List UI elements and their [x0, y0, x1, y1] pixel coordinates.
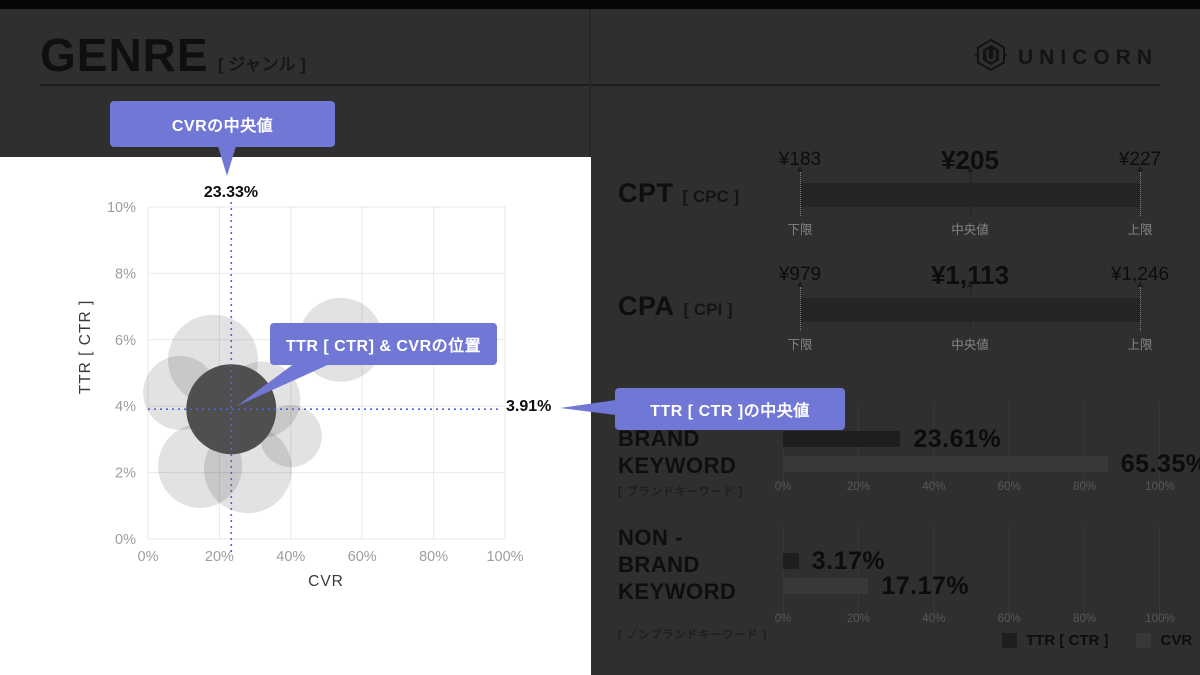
brand-name: UNICORN	[1018, 45, 1158, 69]
cpa-upper-value: ¥1,246	[1110, 264, 1170, 285]
cpa-range-chart: ¥979 ¥1,113 ¥1,246 下限 中央値 上限	[778, 260, 1169, 352]
brand-axis-ticks: 0% 20% 40% 60% 80% 100%	[774, 481, 1175, 493]
cpa-upper-label: 上限	[1127, 338, 1153, 352]
nonbrand-keyword-title-line1: NON -	[618, 525, 683, 550]
svg-text:8%: 8%	[115, 266, 136, 282]
unicorn-hexagon-icon	[975, 38, 1007, 77]
nonbrand-cvr-row: 17.17%	[783, 572, 1200, 600]
legend-item-cvr: CVR	[1136, 632, 1192, 649]
svg-text:100%: 100%	[486, 549, 523, 565]
nonbrand-ttr-value: 3.17%	[811, 546, 886, 575]
cpt-median-marker	[967, 166, 973, 216]
brand-cvr-bar	[783, 456, 1108, 472]
brand-ttr-row: 23.61%	[783, 425, 1200, 453]
svg-text:80%: 80%	[419, 549, 448, 565]
panel-divider-line	[589, 9, 591, 157]
brand-keyword-title-line1: BRAND	[618, 426, 700, 451]
brand-cvr-row: 65.35%	[783, 450, 1200, 478]
legend-ttr-label: TTR [ CTR ]	[1026, 632, 1109, 649]
cpa-subname: [ CPI ]	[683, 300, 733, 319]
nonbrand-keyword-title-line3: KEYWORD	[618, 579, 737, 604]
cpt-metric-label: CPT [ CPC ]	[618, 178, 739, 209]
brand-cvr-value: 65.35%	[1120, 449, 1200, 478]
cpt-median-label: 中央値	[951, 223, 989, 237]
brand-keyword-title-line2: KEYWORD	[618, 453, 737, 478]
svg-text:40%: 40%	[276, 549, 305, 565]
cpa-median-marker	[967, 281, 973, 331]
legend: TTR [ CTR ] CVR	[1002, 632, 1192, 649]
svg-text:6%: 6%	[115, 333, 136, 349]
metrics-panel: CPT [ CPC ] ¥183 ¥205 ¥227 下限 中央値 上限 CPA…	[591, 95, 1200, 675]
cvr-median-value: 23.33%	[203, 184, 259, 201]
callout-cvr-median: CVRの中央値	[110, 101, 335, 176]
nonbrand-keyword-bar-chart: 3.17% 17.17% 0% 20% 40% 60% 80% 100%	[774, 525, 1175, 630]
page-subtitle: [ ジャンル ]	[218, 55, 306, 74]
nonbrand-keyword-subtitle: [ ノンブランドキーワード ]	[618, 629, 768, 641]
page-title: GENRE	[40, 29, 209, 81]
cpa-name: CPA	[618, 291, 675, 321]
cpt-upper-label: 上限	[1127, 223, 1153, 237]
cvr-swatch-icon	[1136, 633, 1152, 648]
ttr-median-value: 3.91%	[506, 398, 552, 415]
legend-item-ttr: TTR [ CTR ]	[1002, 632, 1108, 649]
nonbrand-axis-ticks: 0% 20% 40% 60% 80% 100%	[774, 613, 1175, 625]
ttr-swatch-icon	[1002, 633, 1017, 648]
scatter-chart-panel: 0% 20% 40% 60% 80% 100% 0% 2% 4% 6% 8% 10% TTR [ CTR…	[0, 157, 591, 675]
legend-cvr-label: CVR	[1160, 632, 1193, 649]
svg-text:0%: 0%	[138, 549, 159, 565]
cpt-range-chart: ¥183 ¥205 ¥227 下限 中央値 上限	[778, 145, 1162, 237]
svg-text:0%: 0%	[115, 532, 136, 548]
cpt-upper-value: ¥227	[1118, 149, 1162, 170]
svg-text:60%: 60%	[348, 549, 377, 565]
nonbrand-ttr-row: 3.17%	[783, 547, 1200, 575]
cpa-metric-label: CPA [ CPI ]	[618, 291, 733, 322]
nonbrand-gridlines	[783, 525, 1160, 622]
cpa-lower-label: 下限	[787, 338, 813, 352]
cpt-lower-value: ¥183	[778, 149, 822, 170]
cpt-lower-label: 下限	[787, 223, 813, 237]
nonbrand-ttr-bar	[783, 553, 799, 569]
svg-text:2%: 2%	[115, 466, 136, 482]
cpa-median-label: 中央値	[951, 338, 989, 352]
nonbrand-cvr-value: 17.17%	[881, 571, 970, 600]
nonbrand-keyword-title-line2: BRAND	[618, 552, 700, 577]
svg-text:CVR: CVR	[308, 573, 344, 590]
svg-text:4%: 4%	[115, 399, 136, 415]
brand-keyword-subtitle: [ ブランドキーワード ]	[618, 486, 744, 498]
cpt-name: CPT	[618, 178, 674, 208]
brand-ttr-value: 23.61%	[913, 424, 1002, 453]
header-divider-line	[40, 84, 1160, 86]
nonbrand-keyword-title: NON - BRAND KEYWORD	[618, 524, 736, 605]
brand-keyword-bar-chart: 23.61% 65.35% 0% 20% 40% 60% 80% 100%	[774, 403, 1200, 500]
cpt-upper-marker	[1137, 166, 1143, 216]
brand-ttr-bar	[783, 431, 901, 447]
ttr-cvr-scatter-chart: 0% 20% 40% 60% 80% 100% 0% 2% 4% 6% 8% 10% TTR [ CTR…	[77, 200, 524, 590]
svg-text:20%: 20%	[205, 549, 234, 565]
brand-keyword-title: BRAND KEYWORD	[618, 425, 736, 479]
cpt-subname: [ CPC ]	[682, 187, 740, 206]
callout-ttr-cvr-position: TTR [ CTR] & CVRの位置	[270, 323, 497, 365]
top-strip	[0, 0, 1200, 9]
cpa-upper-marker	[1137, 281, 1143, 331]
nonbrand-cvr-bar	[783, 578, 869, 594]
svg-text:TTR [ CTR ]: TTR [ CTR ]	[77, 300, 94, 395]
brand-logo: UNICORN	[975, 38, 1158, 77]
cpa-lower-value: ¥979	[778, 264, 822, 285]
cpa-lower-marker	[797, 281, 803, 331]
svg-text:10%: 10%	[107, 200, 136, 216]
cpt-lower-marker	[797, 166, 803, 216]
brand-gridlines	[783, 403, 1160, 492]
callout-ttr-median: TTR [ CTR ]の中央値	[615, 388, 845, 430]
